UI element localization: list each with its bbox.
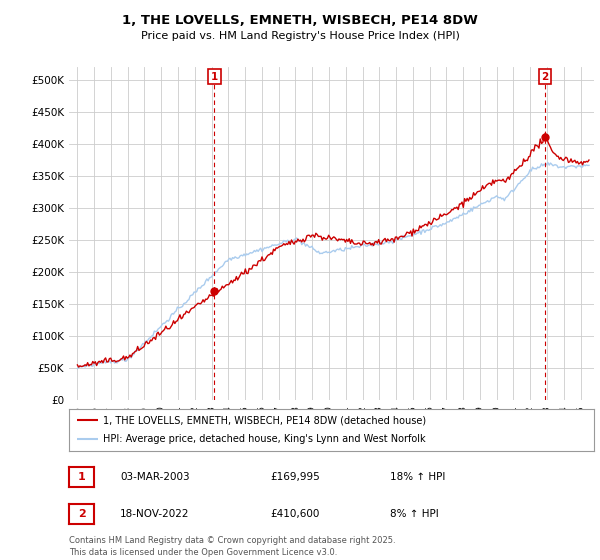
Text: 1, THE LOVELLS, EMNETH, WISBECH, PE14 8DW: 1, THE LOVELLS, EMNETH, WISBECH, PE14 8D… bbox=[122, 14, 478, 27]
Text: 2: 2 bbox=[78, 509, 85, 519]
Text: 18% ↑ HPI: 18% ↑ HPI bbox=[390, 472, 445, 482]
Text: 1: 1 bbox=[211, 72, 218, 82]
Text: 1: 1 bbox=[78, 472, 85, 482]
Text: Price paid vs. HM Land Registry's House Price Index (HPI): Price paid vs. HM Land Registry's House … bbox=[140, 31, 460, 41]
Text: 18-NOV-2022: 18-NOV-2022 bbox=[120, 509, 190, 519]
Text: 2: 2 bbox=[541, 72, 548, 82]
Text: HPI: Average price, detached house, King's Lynn and West Norfolk: HPI: Average price, detached house, King… bbox=[103, 435, 426, 445]
Text: 03-MAR-2003: 03-MAR-2003 bbox=[120, 472, 190, 482]
Text: 8% ↑ HPI: 8% ↑ HPI bbox=[390, 509, 439, 519]
Text: Contains HM Land Registry data © Crown copyright and database right 2025.
This d: Contains HM Land Registry data © Crown c… bbox=[69, 536, 395, 557]
Text: 1, THE LOVELLS, EMNETH, WISBECH, PE14 8DW (detached house): 1, THE LOVELLS, EMNETH, WISBECH, PE14 8D… bbox=[103, 415, 426, 425]
Text: £169,995: £169,995 bbox=[270, 472, 320, 482]
Text: £410,600: £410,600 bbox=[270, 509, 319, 519]
